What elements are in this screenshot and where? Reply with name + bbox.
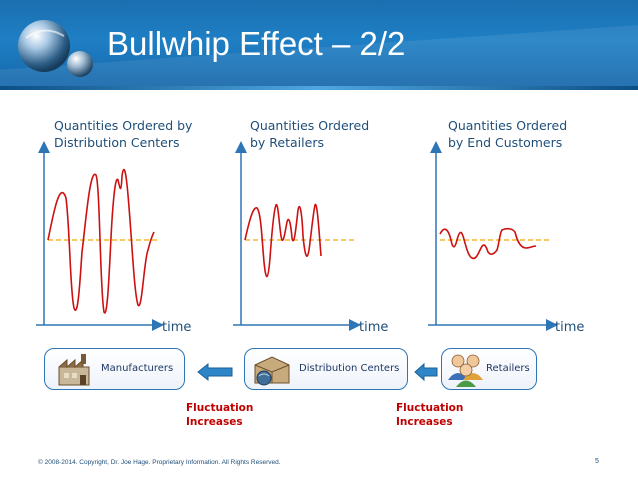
page-number: 5 <box>595 458 599 465</box>
slide-title: Bullwhip Effect – 2/2 <box>107 25 406 62</box>
fluctuation-note-line: Fluctuation <box>186 402 254 414</box>
panel-title-line: by End Customers <box>448 135 563 150</box>
globe-logo-icon <box>18 20 93 77</box>
title-banner <box>0 0 638 90</box>
fluctuation-note: Fluctuation Increases <box>396 401 463 429</box>
order-signal-retailers <box>244 203 322 278</box>
fluctuation-note-line: Increases <box>396 416 453 428</box>
panel-title-line: Distribution Centers <box>54 135 180 150</box>
x-axis-label: time <box>162 320 192 335</box>
panel-title-distribution: Quantities Ordered by Distribution Cente… <box>54 117 192 151</box>
node-label: Distribution Centers <box>299 363 400 374</box>
panel-title-line: by Retailers <box>250 135 324 150</box>
fluctuation-note-line: Increases <box>186 416 243 428</box>
factory-icon <box>58 354 90 386</box>
panel-title-line: Quantities Ordered <box>250 118 370 133</box>
people-icon <box>448 354 483 387</box>
left-arrow-icon <box>197 362 233 382</box>
node-retailers: Retailers <box>441 348 537 390</box>
x-axis-label: time <box>359 320 389 335</box>
copyright-footer: © 2008-2014. Copyright, Dr. Joe Hage. Pr… <box>38 459 281 466</box>
panel-title-retailers: Quantities Ordered by Retailers <box>250 117 369 151</box>
node-label: Retailers <box>486 363 530 374</box>
left-arrow-icon <box>414 362 438 382</box>
node-manufacturers: Manufacturers <box>44 348 185 390</box>
node-distribution-centers: Distribution Centers <box>244 348 408 390</box>
panel-title-line: Quantities Ordered by <box>54 118 193 133</box>
panel-title-line: Quantities Ordered <box>448 118 568 133</box>
x-axis-label: time <box>555 320 585 335</box>
order-signal-end-customers <box>439 227 537 260</box>
node-label: Manufacturers <box>101 363 174 374</box>
fluctuation-note-line: Fluctuation <box>396 402 464 414</box>
panel-title-end-customers: Quantities Ordered by End Customers <box>448 117 567 151</box>
fluctuation-note: Fluctuation Increases <box>186 401 253 429</box>
warehouse-box-icon <box>254 356 290 386</box>
banner-divider <box>0 86 638 90</box>
order-signal-distribution <box>47 168 155 314</box>
